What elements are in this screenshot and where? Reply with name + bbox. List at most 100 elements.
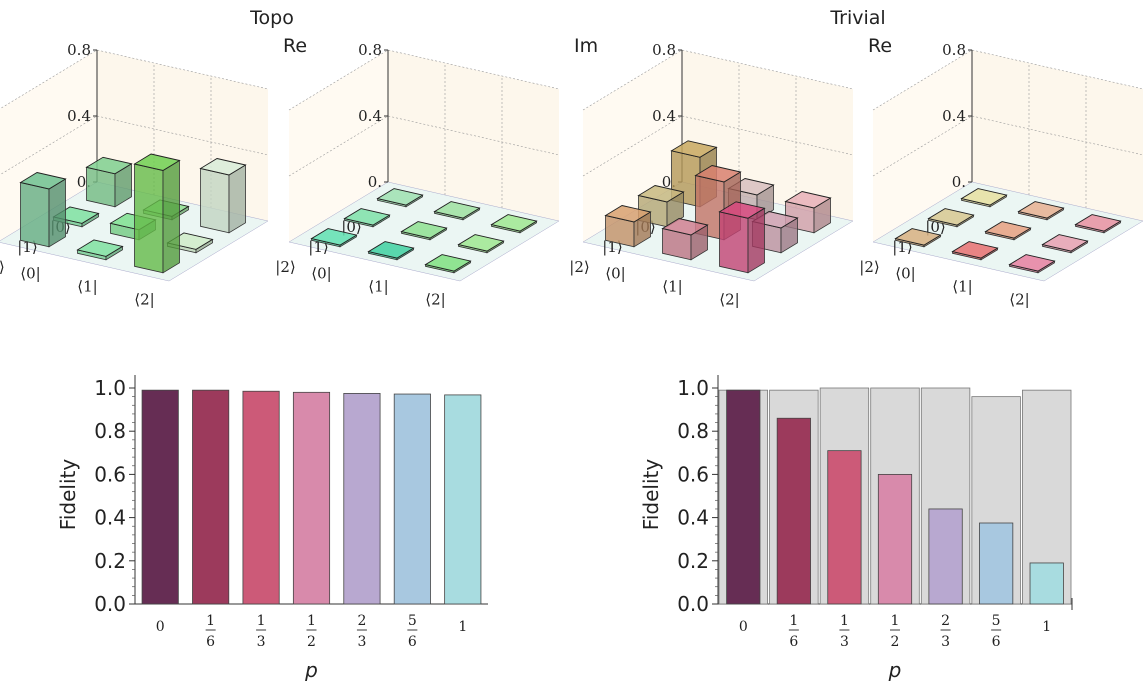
matrix-bar: [951, 241, 999, 261]
x-tick-denominator: 6: [789, 634, 798, 650]
bar-top: [637, 185, 685, 203]
fidelity-bar: [827, 450, 862, 605]
y-tick-label: 1.0: [677, 376, 709, 400]
bar-top: [1017, 201, 1065, 219]
fidelity-chart-trivial: 0.0 0.2 0.4 0.6 0.8 1.0 Fidelity p 0 1 6 1 3 1 2 2 3 5 6 1: [639, 375, 1073, 682]
z-tick-label: 0.8: [67, 41, 91, 59]
matrix-bar: [199, 158, 247, 234]
back-wall: [388, 50, 559, 221]
density-matrix-plots: 0.80.40.Re|0⟩|1⟩|2⟩⟨0|⟨1|⟨2|0.80.40.Im|0…: [0, 35, 1144, 309]
bar-top: [1074, 214, 1122, 232]
bar-top: [1041, 234, 1089, 252]
col-label: ⟨2|: [719, 291, 739, 309]
fidelity-bar: [242, 390, 280, 605]
bar-top: [670, 140, 718, 158]
y-tick-label: 0.8: [677, 419, 709, 443]
bar-top: [19, 172, 67, 190]
x-axis-label: p: [304, 658, 318, 682]
z-tick-label: 0.: [368, 173, 382, 191]
back-wall: [972, 50, 1143, 221]
bar-top: [661, 218, 709, 236]
matrix-bar: [376, 188, 424, 208]
bar-face: [719, 211, 749, 274]
bar-top: [694, 165, 742, 183]
z-tick-label: 0.8: [652, 41, 676, 59]
fidelity-bar: [928, 508, 963, 605]
bar-top: [718, 201, 766, 219]
y-tick-label: 0.2: [94, 549, 126, 573]
fidelity-bar: [979, 522, 1014, 605]
z-tick-label: 0.8: [942, 41, 966, 59]
matrix-bar: [19, 172, 67, 248]
z-tick-label: 0.4: [67, 107, 91, 125]
matrix-bar: [433, 201, 481, 221]
fidelity-bar: [776, 417, 811, 605]
y-tick-label: 0.8: [94, 419, 126, 443]
x-tick-denominator: 3: [840, 634, 849, 650]
col-label: ⟨2|: [425, 291, 445, 309]
x-tick-numerator: 1: [307, 613, 316, 629]
matrix-bar: [894, 228, 942, 248]
x-tick-label: 0: [156, 619, 165, 635]
bar-top: [343, 208, 391, 226]
col-label: ⟨2|: [1009, 291, 1029, 309]
col-label: ⟨0|: [20, 265, 40, 283]
city-plot-topo-im: 0.80.40.Im|0⟩|1⟩|2⟩ ⟨0|⟨1|⟨2|: [275, 35, 598, 309]
row-label: |2⟩: [0, 258, 5, 276]
x-tick-numerator: 1: [206, 613, 215, 629]
bar-top: [310, 228, 358, 246]
y-tick-label: 0.6: [94, 462, 126, 486]
row-label: |2⟩: [275, 258, 295, 276]
x-tick-numerator: 5: [408, 613, 417, 629]
y-tick-label: 0.0: [677, 592, 709, 616]
bar-top: [424, 254, 472, 272]
matrix-bar: [1041, 234, 1089, 254]
matrix-bar: [984, 221, 1032, 241]
city-plot-trivial-re: 0.80.40.Re|0⟩|1⟩|2⟩⟨0|⟨1|⟨2|: [569, 35, 892, 309]
x-tick-numerator: 5: [992, 613, 1001, 629]
x-tick-numerator: 1: [789, 613, 798, 629]
matrix-bar: [960, 188, 1008, 208]
x-tick-denominator: 3: [357, 634, 366, 650]
y-tick-label: 0.4: [94, 506, 126, 530]
col-label: ⟨0|: [605, 265, 625, 283]
z-tick-label: 0.: [952, 173, 966, 191]
fidelity-bar: [877, 473, 913, 605]
matrix-bar: [927, 208, 975, 228]
bar-face: [20, 181, 50, 248]
matrix-bar: [133, 153, 181, 274]
x-tick-denominator: 6: [206, 634, 215, 650]
bar-top: [984, 221, 1032, 239]
bar-face: [134, 163, 164, 274]
bar-top: [367, 241, 415, 259]
bar-top: [433, 201, 481, 219]
fidelity-bar: [141, 389, 179, 605]
matrix-bar: [1017, 201, 1065, 221]
col-label: ⟨0|: [895, 265, 915, 283]
x-tick-denominator: 2: [891, 634, 900, 650]
fidelity-bar: [192, 389, 230, 605]
row-label: |2⟩: [569, 258, 589, 276]
bar-top: [133, 153, 181, 171]
col-label: ⟨1|: [77, 278, 97, 296]
col-label: ⟨1|: [952, 278, 972, 296]
bar-face: [228, 164, 246, 234]
fidelity-bar: [292, 391, 331, 605]
x-tick-label: 0: [739, 619, 748, 635]
bar-top: [457, 234, 505, 252]
title-trivial: Trivial: [829, 7, 885, 29]
city-plot-topo-re: 0.80.40.Re|0⟩|1⟩|2⟩⟨0|⟨1|⟨2|: [0, 35, 307, 309]
bar-top: [490, 214, 538, 232]
bar-top: [400, 221, 448, 239]
bar-top: [376, 188, 424, 206]
panel-label: Re: [283, 35, 307, 57]
y-tick-label: 1.0: [94, 376, 126, 400]
x-tick-numerator: 1: [891, 613, 900, 629]
x-tick-label: 1: [1042, 619, 1051, 635]
matrix-bar: [490, 214, 538, 234]
x-tick-numerator: 1: [257, 613, 266, 629]
matrix-bar: [367, 241, 415, 261]
matrix-bar: [604, 205, 652, 248]
